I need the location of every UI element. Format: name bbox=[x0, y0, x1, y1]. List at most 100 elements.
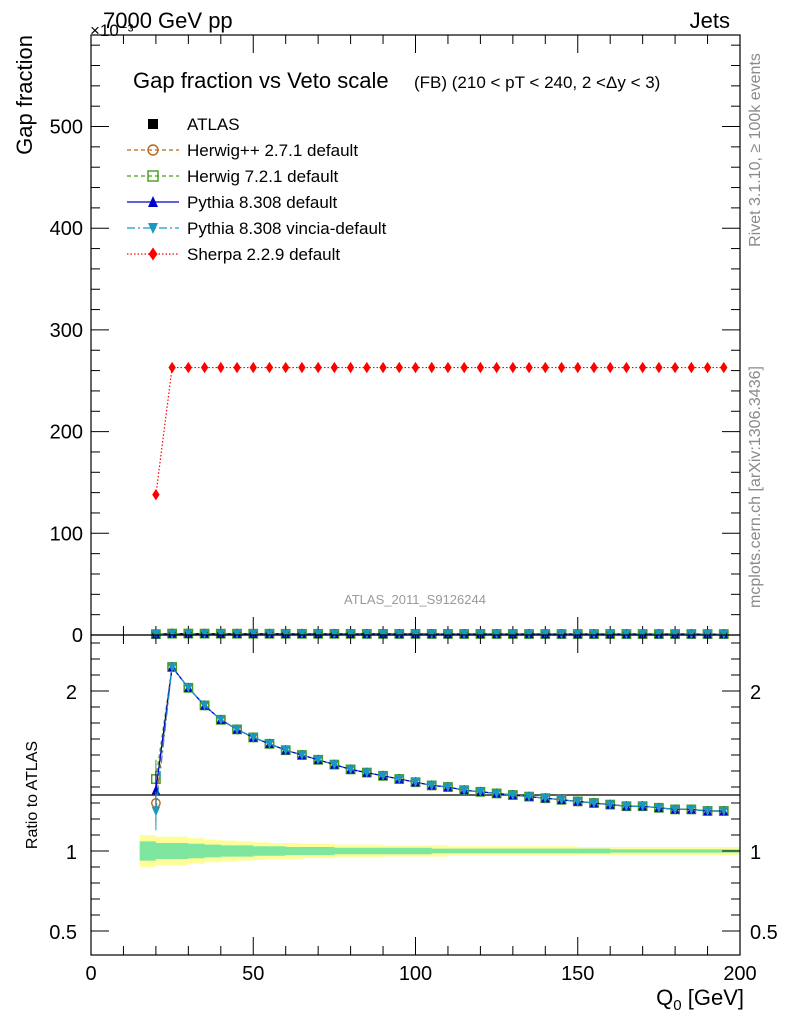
data-point bbox=[233, 361, 241, 374]
data-point bbox=[217, 361, 225, 374]
main-panel: 0 100 200 300 400 500 Gap fraction Gap fracti… bbox=[12, 34, 741, 647]
ratio-data-point bbox=[573, 797, 582, 807]
legend-entry-herwig-2-7-1-default: Herwig++ 2.7.1 default bbox=[127, 141, 358, 160]
main-y-tick-label: 400 bbox=[50, 218, 83, 240]
data-point bbox=[330, 361, 339, 374]
data-point bbox=[687, 361, 696, 374]
rivet-version-label: Rivet 3.1.10, ≥ 100k events bbox=[747, 53, 764, 247]
x-tick-label: 200 bbox=[723, 963, 756, 985]
ratio-data-point bbox=[411, 778, 420, 788]
ratio-data-point bbox=[281, 746, 290, 756]
legend-marker bbox=[147, 144, 159, 156]
ratio-data-point bbox=[459, 786, 469, 796]
data-point bbox=[720, 361, 728, 374]
data-point bbox=[265, 361, 274, 374]
series-line bbox=[155, 366, 724, 495]
ratio-data-point bbox=[524, 792, 534, 802]
legend-marker bbox=[148, 119, 158, 129]
data-point bbox=[346, 629, 355, 640]
ratio-series-pythia-8-308-default bbox=[151, 661, 728, 816]
ratio-data-point bbox=[362, 768, 372, 778]
ratio-data-point bbox=[346, 765, 355, 775]
data-point bbox=[525, 361, 533, 374]
ratio-data-point bbox=[476, 787, 485, 797]
ratio-panel: 0.5 0.5 1 1 2 2 0 50 100 150 200 Ratio to ATLAS Q0… bbox=[24, 634, 778, 1014]
x-tick-label: 50 bbox=[242, 963, 264, 985]
data-point bbox=[314, 361, 322, 374]
mcplots-label: mcplots.cern.ch [arXiv:1306.3436] bbox=[747, 366, 764, 608]
legend-marker bbox=[148, 223, 158, 234]
data-point bbox=[574, 361, 582, 374]
data-point bbox=[152, 488, 160, 501]
chart-subtitle: (FB) (210 < pT < 240, 2 <Δy < 3) bbox=[414, 73, 660, 92]
ratio-data-point bbox=[378, 771, 388, 781]
legend-entry-pythia-8-308-vincia-default: Pythia 8.308 vincia-default bbox=[127, 219, 387, 238]
ratio-series-herwig-7-2-1-default bbox=[150, 662, 729, 816]
stat-uncertainty-band bbox=[139, 841, 741, 861]
ratio-y-tick-label-right: 2 bbox=[750, 682, 761, 704]
ratio-data-point bbox=[508, 790, 518, 801]
data-point bbox=[346, 361, 355, 374]
data-point bbox=[200, 629, 209, 639]
ratio-y-tick-label-left: 1 bbox=[66, 842, 77, 864]
data-point bbox=[282, 361, 290, 374]
data-point bbox=[313, 629, 323, 640]
data-point bbox=[411, 361, 420, 374]
data-point bbox=[541, 361, 549, 374]
ratio-data-point bbox=[703, 806, 712, 817]
legend-entry-atlas: ATLAS bbox=[148, 115, 240, 134]
legend: ATLAS Herwig++ 2.7.1 default Herwig 7.2.1 … bbox=[127, 115, 387, 264]
ratio-data-point bbox=[330, 760, 339, 770]
ratio-data-point bbox=[541, 794, 550, 804]
legend-entry-sherpa-2-2-9-default: Sherpa 2.2.9 default bbox=[127, 245, 340, 264]
legend-entry-herwig-7-2-1-default: Herwig 7.2.1 default bbox=[127, 167, 338, 186]
data-point bbox=[249, 361, 257, 374]
ratio-series-line bbox=[155, 665, 724, 812]
x-tick-label: 100 bbox=[399, 963, 432, 985]
main-axis-ticks: 0 100 200 300 400 500 bbox=[50, 35, 741, 647]
series-line bbox=[155, 632, 724, 635]
ratio-data-point bbox=[427, 781, 436, 791]
series-sherpa-2-2-9-default bbox=[152, 361, 728, 501]
data-point bbox=[379, 361, 387, 374]
data-point bbox=[298, 361, 306, 374]
data-point bbox=[476, 361, 485, 374]
legend-entry-pythia-8-308-default: Pythia 8.308 default bbox=[127, 193, 338, 212]
data-point bbox=[395, 361, 403, 374]
data-point bbox=[362, 629, 372, 640]
ratio-data-point bbox=[606, 800, 615, 810]
ratio-data-point bbox=[265, 739, 274, 749]
data-point bbox=[168, 361, 176, 374]
data-point bbox=[265, 629, 274, 639]
ratio-data-point bbox=[492, 789, 501, 799]
data-point bbox=[363, 361, 371, 374]
ratio-y-axis-label: Ratio to ATLAS bbox=[24, 741, 41, 849]
data-point bbox=[184, 629, 193, 639]
data-point bbox=[492, 361, 501, 374]
legend-label: Pythia 8.308 default bbox=[187, 193, 338, 212]
legend-marker bbox=[148, 196, 158, 207]
main-y-tick-label: 100 bbox=[50, 523, 83, 545]
ratio-data-point bbox=[687, 805, 696, 815]
ratio-data-point bbox=[443, 782, 453, 793]
legend-label: ATLAS bbox=[187, 115, 240, 134]
ratio-data-point bbox=[249, 733, 258, 743]
reference-uncertainty-band bbox=[139, 835, 741, 867]
ratio-axis-ticks: 0.5 0.5 1 1 2 2 0 50 100 150 200 bbox=[49, 635, 778, 985]
ratio-data-point bbox=[216, 715, 225, 725]
ratio-series-line bbox=[155, 665, 724, 812]
ratio-data-point bbox=[297, 750, 307, 761]
ratio-data-point bbox=[654, 803, 664, 813]
ratio-data-point bbox=[557, 795, 566, 805]
legend-label: Herwig++ 2.7.1 default bbox=[187, 141, 358, 160]
data-point bbox=[184, 361, 193, 374]
data-point bbox=[622, 361, 631, 374]
main-y-tick-label: 0 bbox=[72, 625, 83, 647]
x-axis-label: Q0 [GeV] bbox=[656, 985, 744, 1014]
data-point bbox=[200, 361, 209, 374]
ratio-y-tick-label-right: 0.5 bbox=[750, 922, 778, 944]
legend-label: Pythia 8.308 vincia-default bbox=[187, 219, 387, 238]
ratio-data-point bbox=[200, 701, 209, 711]
data-point bbox=[671, 361, 679, 374]
data-point bbox=[297, 629, 307, 639]
